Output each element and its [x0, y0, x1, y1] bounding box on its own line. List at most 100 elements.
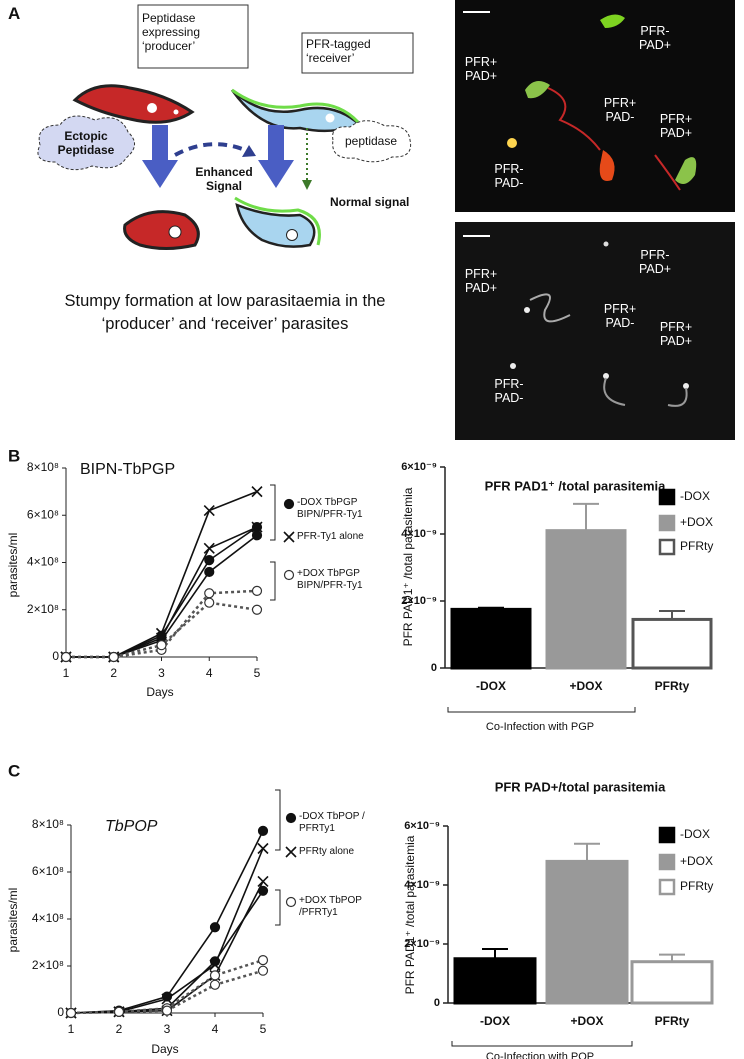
x-tick-label: 1 [63, 666, 70, 680]
legend-label: PFRty [680, 879, 713, 893]
x-tick-label: 4 [212, 1022, 219, 1036]
y-tick-label: 0 [431, 662, 437, 674]
cell [603, 241, 609, 247]
legend-marker [285, 896, 297, 908]
legend-bracket [275, 889, 281, 926]
data-point [155, 627, 168, 639]
nucleus [286, 229, 298, 241]
y-tick-label: 6×10⁸ [32, 864, 64, 878]
chart-title: PFR PAD+/total parasitemia [495, 779, 666, 794]
panel-label: C [8, 761, 20, 780]
data-point [257, 875, 269, 887]
image-label: PFR- PAD- [494, 162, 524, 191]
data-point [251, 530, 263, 541]
producer-box [137, 4, 249, 69]
y-tick-label: 0 [57, 1005, 64, 1019]
legend-label: PFRty alone [299, 846, 355, 857]
cell [524, 307, 530, 313]
legend-swatch [658, 538, 676, 556]
data-point [251, 585, 263, 596]
bar [630, 960, 714, 1005]
flagellum [603, 377, 626, 406]
legend-label: +DOX [680, 515, 713, 529]
nucleus [168, 225, 182, 239]
cell [507, 138, 517, 148]
x-tick-label: 5 [260, 1022, 267, 1036]
data-point [251, 486, 263, 498]
legend-swatch [658, 488, 676, 506]
data-point [257, 965, 269, 976]
arrow [258, 125, 294, 188]
data-point [209, 959, 221, 971]
legend-marker [285, 846, 297, 858]
group-label: Co-Infection with PGP [486, 721, 594, 733]
bar [545, 859, 629, 1005]
image-label: PFR- PAD+ [638, 248, 672, 277]
image-label: PFR+ PAD- [603, 302, 637, 331]
bar [450, 607, 532, 670]
flagellum [234, 196, 321, 246]
kinetoplast [173, 109, 179, 115]
arrow [142, 125, 178, 188]
flagellum [667, 387, 688, 407]
data-point [65, 1007, 77, 1019]
nucleus [147, 103, 157, 113]
ectopic-cloud [37, 115, 135, 171]
cell [603, 373, 609, 379]
bar [545, 529, 627, 670]
legend-swatch [658, 878, 676, 896]
x-tick-label: 4 [206, 666, 213, 680]
y-tick-label: 0 [434, 997, 440, 1009]
legend-label: +DOX TbPOP /PFRTy1 [299, 895, 362, 918]
image-label: PFR+ PAD- [603, 96, 637, 125]
y-tick-label: 4×10⁸ [32, 911, 64, 925]
bar [453, 957, 537, 1005]
cell [510, 363, 516, 369]
x-tick-label: 2 [110, 666, 117, 680]
legend-label: PFR-Ty1 alone [297, 531, 364, 542]
x-tick-label: 3 [158, 666, 165, 680]
y-tick-label: 2×10⁸ [27, 602, 59, 616]
data-point [209, 970, 221, 981]
legend-label: +DOX [680, 854, 713, 868]
x-tick-label: +DOX [569, 679, 602, 693]
y-axis-label: PFR PAD1⁺ /total parasitemia [403, 835, 417, 994]
image-label: PFR+ PAD+ [464, 267, 498, 296]
x-tick-label: PFRty [655, 1014, 690, 1028]
chart-title: PFR PAD1⁺ /total parasitemia [485, 478, 666, 493]
flagellum [654, 154, 681, 191]
x-tick-label: PFRty [655, 679, 690, 693]
legend-marker [283, 569, 295, 581]
series-line [66, 490, 258, 658]
data-point [161, 993, 173, 1005]
legend-marker [285, 812, 297, 824]
y-tick-label: 6×10⁻⁹ [404, 820, 440, 832]
series-line [70, 848, 264, 1014]
dashed-arrow [174, 142, 251, 157]
receiver-box [301, 32, 414, 74]
enhanced-signal: Enhanced Signal [195, 165, 253, 193]
receiver-text: PFR-tagged ‘receiver’ [306, 37, 371, 65]
arrow-head [302, 180, 312, 190]
micrograph-gray [455, 222, 735, 440]
producer-parasite [72, 84, 195, 124]
data-point [257, 825, 269, 836]
chart-title: BIPN-TbPGP [80, 461, 175, 478]
legend-bracket [275, 789, 281, 851]
group-bracket [451, 1041, 633, 1047]
legend-label: -DOX [680, 489, 710, 503]
y-tick-label: 6×10⁻⁹ [401, 461, 437, 473]
x-axis-label: Days [146, 685, 173, 699]
series-line [70, 830, 264, 1014]
panel-label: B [8, 446, 20, 465]
data-point [156, 640, 167, 651]
y-axis-label: parasites/ml [6, 888, 20, 953]
y-tick-label: 4×10⁻⁹ [404, 879, 440, 891]
data-point [251, 604, 263, 615]
cell [683, 383, 689, 389]
legend-swatch [658, 853, 676, 871]
data-point [204, 566, 215, 578]
cell [599, 150, 615, 181]
arrow-head [242, 145, 256, 157]
